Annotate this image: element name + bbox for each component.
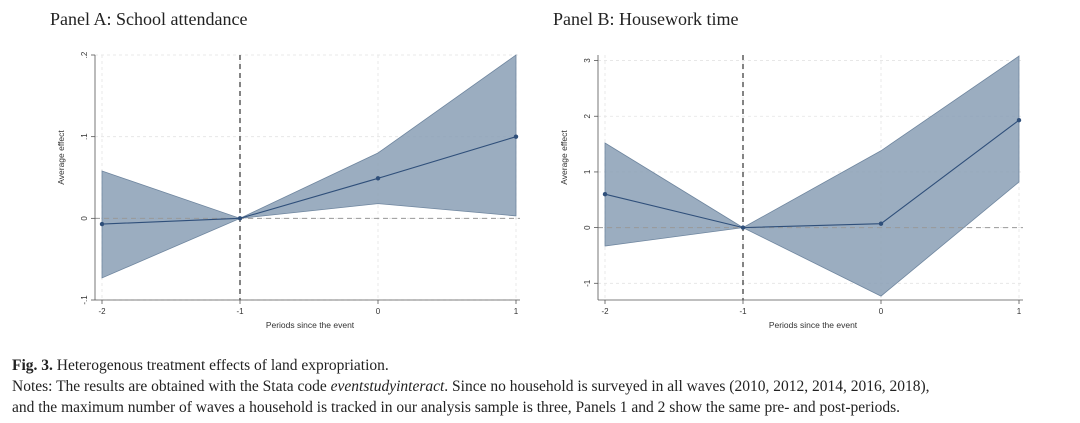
caption-notes-rest: . Since no household is surveyed in all … <box>444 378 930 395</box>
panel-b-y-tick-label: 0 <box>583 225 592 230</box>
caption-line-1: Fig. 3. Heterogenous treatment effects o… <box>12 355 1072 376</box>
panel-a-x-tick-label: 1 <box>514 307 519 316</box>
panel-b-title: Panel B: Housework time <box>553 9 739 29</box>
panel-a-chart: -.1 0 .1 .2 -2 -1 0 1 Periods since the event Ave… <box>56 51 520 330</box>
panel-a-point-3 <box>375 176 381 181</box>
panel-a-x-tick-label: -1 <box>236 307 244 316</box>
panel-b-x-tick-label: -2 <box>601 307 609 316</box>
panel-b-y-tick-label: 2 <box>583 113 592 118</box>
panel-b-x-tick-label: -1 <box>739 307 747 316</box>
panel-a-estimate-line <box>101 136 517 225</box>
panel-b-x-tick-label: 1 <box>1017 307 1022 316</box>
panel-b-y-tick-label: 1 <box>583 169 592 174</box>
panel-a-y-tick-label: .2 <box>80 51 89 58</box>
panel-a-point-2 <box>237 216 243 221</box>
caption-line-2: Notes: The results are obtained with the… <box>12 376 1072 397</box>
panel-a-confidence-band <box>101 54 517 279</box>
panel-a-y-tick-label: .1 <box>80 133 89 140</box>
panel-b-y-tick-label: -1 <box>583 279 592 287</box>
caption-notes-code: eventstudyinteract <box>330 378 445 395</box>
caption-notes-prefix: Notes: The results are obtained with the… <box>12 378 331 395</box>
panel-b-confidence-band <box>604 55 1020 297</box>
panel-b-point-4 <box>1016 117 1022 123</box>
caption-line-3: and the maximum number of waves a househ… <box>12 399 901 416</box>
panel-b-point-1 <box>602 192 608 197</box>
panel-a-x-tick-label: -2 <box>98 307 106 316</box>
panel-a-y-tick-label: -.1 <box>80 295 89 305</box>
panel-a-y-axis-title: Average effect <box>56 130 66 185</box>
panel-a-point-1 <box>99 221 105 227</box>
panel-b-point-2 <box>740 225 746 230</box>
caption-label: Fig. 3. <box>12 357 53 374</box>
panel-a-y-tick-label: 0 <box>80 216 89 221</box>
caption-title: Heterogenous treatment effects of land e… <box>56 357 389 374</box>
panel-b-point-3 <box>878 221 884 226</box>
panel-a-point-4 <box>513 134 519 139</box>
panel-b-y-axis-title: Average effect <box>559 130 569 185</box>
panel-b-x-tick-label: 0 <box>879 307 884 316</box>
panel-b-x-axis-title: Periods since the event <box>769 320 858 330</box>
panel-a-x-axis-title: Periods since the event <box>266 320 355 330</box>
panel-b-y-tick-label: 3 <box>583 58 592 63</box>
figure-caption: Fig. 3. Heterogenous treatment effects o… <box>12 355 1072 418</box>
panel-a-x-tick-label: 0 <box>376 307 381 316</box>
panel-b-estimate-line <box>604 119 1020 229</box>
panel-b-chart: -1 0 1 2 3 -2 -1 0 1 Periods since the event Avera… <box>559 55 1023 330</box>
panel-a-title: Panel A: School attendance <box>50 9 248 29</box>
